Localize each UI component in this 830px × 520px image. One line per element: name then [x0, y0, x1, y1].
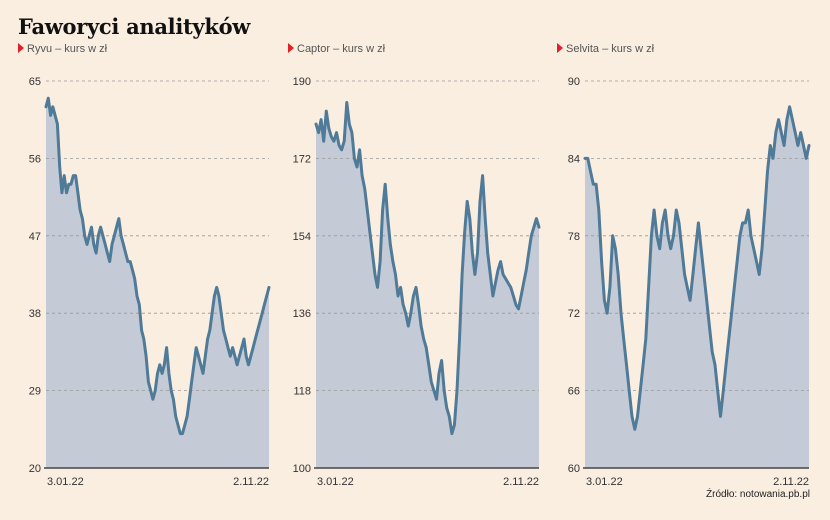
y-tick-label: 47 — [29, 231, 41, 243]
source-note: Źródło: notowania.pb.pl — [706, 489, 810, 500]
x-tick-label: 2.11.22 — [773, 476, 809, 488]
chart-title: Faworyci analityków — [18, 14, 251, 39]
price-line — [314, 101, 541, 436]
x-tick-label: 2.11.22 — [503, 476, 539, 488]
chart-subtitle: Ryvu – kurs w zł — [27, 43, 108, 55]
x-tick-label: 3.01.22 — [317, 476, 354, 488]
y-tick-label: 56 — [29, 153, 41, 165]
y-tick-label: 60 — [568, 463, 580, 475]
price-line — [44, 96, 271, 436]
chart-subtitle: Captor – kurs w zł — [297, 43, 386, 55]
subtitle-marker — [288, 43, 294, 53]
y-tick-label: 90 — [568, 76, 580, 88]
subtitle-marker — [18, 43, 24, 53]
series-area — [316, 102, 539, 468]
y-tick-label: 29 — [29, 386, 41, 398]
price-line — [583, 105, 811, 431]
y-tick-label: 118 — [293, 386, 311, 398]
y-tick-label: 65 — [29, 76, 41, 88]
y-tick-label: 84 — [568, 153, 580, 165]
y-tick-label: 38 — [29, 308, 41, 320]
series-area — [46, 98, 269, 468]
y-tick-label: 154 — [293, 231, 311, 243]
subtitle-marker — [557, 43, 563, 53]
x-tick-label: 2.11.22 — [233, 476, 269, 488]
y-tick-label: 20 — [29, 463, 41, 475]
y-tick-label: 190 — [293, 76, 311, 88]
y-tick-label: 78 — [568, 231, 580, 243]
y-tick-label: 72 — [568, 308, 580, 320]
y-tick-label: 172 — [293, 153, 311, 165]
y-tick-label: 100 — [293, 463, 311, 475]
y-tick-label: 66 — [568, 386, 580, 398]
x-tick-label: 3.01.22 — [586, 476, 623, 488]
series-area — [585, 106, 809, 469]
y-tick-label: 136 — [293, 308, 311, 320]
chart-subtitle: Selvita – kurs w zł — [566, 43, 655, 55]
x-tick-label: 3.01.22 — [47, 476, 84, 488]
